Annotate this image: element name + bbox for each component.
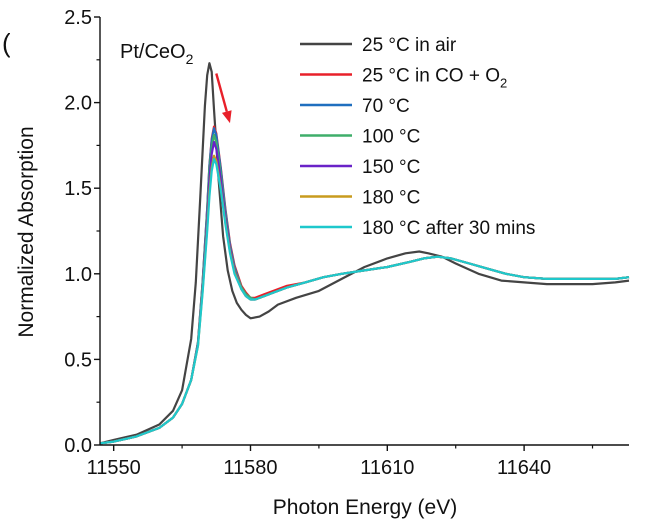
legend-label-main-5: 180 °C	[362, 188, 420, 209]
legend-label-2: 70 °C	[362, 96, 410, 117]
y-tick-label-5: 2.5	[64, 7, 92, 29]
x-axis-title: Photon Energy (eV)	[273, 496, 457, 519]
sample-annotation-sub: 2	[186, 51, 194, 67]
sample-annotation: Pt/CeO2	[120, 41, 194, 67]
series-line-0	[99, 62, 630, 445]
series-layer	[99, 62, 630, 445]
sample-annotation-main: Pt/CeO	[120, 41, 186, 63]
x-tick-label-1: 11580	[223, 457, 277, 479]
legend: 25 °C in air 25 °C in CO + O2 70 °C 100 °C 1…	[300, 35, 535, 239]
legend-label-5: 180 °C	[362, 188, 420, 209]
arrow-annotation	[215, 73, 232, 124]
x-tick-label-0: 11550	[87, 457, 141, 479]
legend-label-main-4: 150 °C	[362, 157, 420, 178]
x-tick-label-3: 11640	[497, 457, 551, 479]
x-tick-label-2: 11610	[360, 457, 414, 479]
legend-label-sub-1: 2	[500, 76, 507, 91]
legend-label-6: 180 °C after 30 mins	[362, 218, 535, 239]
arrow-head	[221, 110, 232, 124]
legend-label-main-3: 100 °C	[362, 127, 420, 148]
ticks-layer: 0.0 0.5 1.0 1.5 2.0 2.5 11550 11580 11610 11640	[64, 7, 594, 479]
legend-label-main-6: 180 °C after 30 mins	[362, 218, 535, 239]
y-axis-title: Normalized Absorption	[15, 126, 38, 337]
legend-label-main-0: 25 °C in air	[362, 35, 457, 56]
legend-label-0: 25 °C in air	[362, 35, 457, 56]
legend-label-1: 25 °C in CO + O2	[362, 66, 507, 91]
y-tick-label-4: 2.0	[64, 93, 92, 115]
panel-label-mask	[10, 24, 32, 62]
legend-label-main-2: 70 °C	[362, 96, 410, 117]
arrow-shaft	[215, 73, 228, 112]
series-line-6	[99, 158, 630, 445]
y-tick-label-0: 0.0	[64, 435, 92, 457]
y-tick-label-1: 0.5	[64, 349, 92, 371]
legend-label-main-1: 25 °C in CO + O	[362, 66, 500, 87]
y-tick-label-2: 1.0	[64, 264, 92, 286]
y-tick-label-3: 1.5	[64, 178, 92, 200]
legend-label-4: 150 °C	[362, 157, 420, 178]
legend-label-3: 100 °C	[362, 127, 420, 148]
